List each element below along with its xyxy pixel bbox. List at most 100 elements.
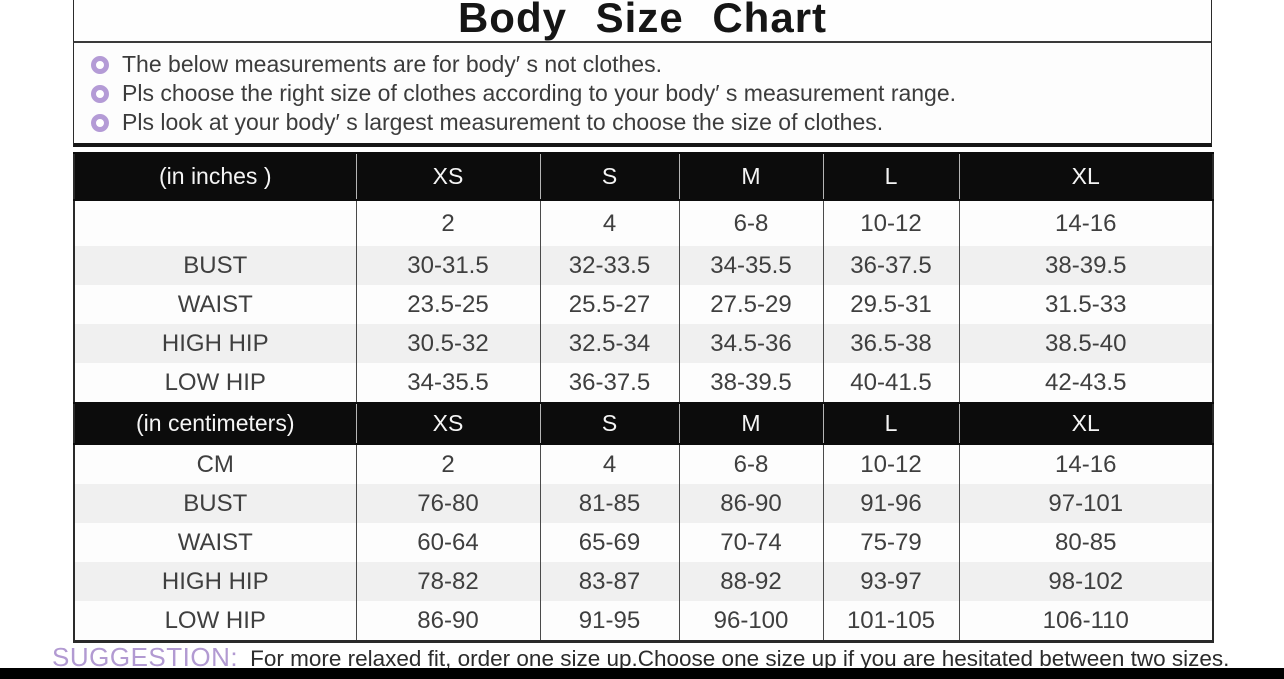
value-cell: 10-12 [822, 200, 960, 246]
value-cell: 2 [355, 200, 541, 246]
measurement-label-cell: WAIST [73, 285, 357, 324]
value-cell: 34.5-36 [678, 324, 824, 363]
value-cell: 42-43.5 [958, 363, 1214, 403]
value-cell: 65-69 [539, 523, 680, 562]
value-cell: 38-39.5 [958, 246, 1214, 285]
size-column-header: S [539, 152, 680, 201]
table-row: LOW HIP 86-90 91-95 96-100 101-105 106-110 [73, 601, 1214, 642]
value-cell: 30-31.5 [355, 246, 541, 285]
value-cell: 34-35.5 [355, 363, 541, 403]
measurement-label-cell: HIGH HIP [73, 324, 357, 363]
value-cell: 86-90 [678, 484, 824, 523]
table-row: WAIST 23.5-25 25.5-27 27.5-29 29.5-31 31.5-33 [73, 285, 1214, 324]
size-table: (in inches ) XS S M L XL 2 4 6-8 10-12 14-16 BUST 30… [73, 152, 1214, 643]
value-cell: 31.5-33 [958, 285, 1214, 324]
measurement-label-cell: LOW HIP [73, 601, 357, 642]
value-cell: 14-16 [958, 444, 1214, 484]
table-row: WAIST 60-64 65-69 70-74 75-79 80-85 [73, 523, 1214, 562]
measurement-label-cell: BUST [73, 484, 357, 523]
page-title: Body Size Chart [457, 0, 828, 41]
measurement-label-cell: HIGH HIP [73, 562, 357, 601]
value-cell: 36-37.5 [822, 246, 960, 285]
value-cell: 80-85 [958, 523, 1214, 562]
value-cell: 91-96 [822, 484, 960, 523]
value-cell: 86-90 [355, 601, 541, 642]
table-row: LOW HIP 34-35.5 36-37.5 38-39.5 40-41.5 42-43… [73, 363, 1214, 403]
table-row: BUST 30-31.5 32-33.5 34-35.5 36-37.5 38-39.5 [73, 246, 1214, 285]
value-cell: 97-101 [958, 484, 1214, 523]
section-header-row: (in centimeters) XS S M L XL [73, 402, 1214, 445]
size-column-header: XL [958, 152, 1214, 201]
measurement-label-cell: WAIST [73, 523, 357, 562]
value-cell: 83-87 [539, 562, 680, 601]
value-cell: 106-110 [958, 601, 1214, 642]
value-cell: 76-80 [355, 484, 541, 523]
title-band: Body Size Chart [73, 0, 1212, 43]
value-cell: 29.5-31 [822, 285, 960, 324]
value-cell: 4 [539, 200, 680, 246]
note-line: Pls choose the right size of clothes acc… [74, 79, 1211, 108]
notes-section: The below measurements are for body′ s n… [73, 43, 1212, 147]
size-table-body: (in inches ) XS S M L XL 2 4 6-8 10-12 14-16 BUST 30… [73, 152, 1214, 642]
value-cell: 4 [539, 444, 680, 484]
table-row: HIGH HIP 78-82 83-87 88-92 93-97 98-102 [73, 562, 1214, 601]
value-cell: 60-64 [355, 523, 541, 562]
value-cell: 34-35.5 [678, 246, 824, 285]
value-cell: 23.5-25 [355, 285, 541, 324]
value-cell: 88-92 [678, 562, 824, 601]
value-cell: 81-85 [539, 484, 680, 523]
table-row: CM 2 4 6-8 10-12 14-16 [73, 444, 1214, 484]
value-cell: 96-100 [678, 601, 824, 642]
value-cell: 30.5-32 [355, 324, 541, 363]
value-cell: 36-37.5 [539, 363, 680, 403]
note-line: The below measurements are for body′ s n… [74, 50, 1211, 79]
value-cell: 14-16 [958, 200, 1214, 246]
value-cell: 6-8 [678, 444, 824, 484]
value-cell: 32-33.5 [539, 246, 680, 285]
value-cell: 10-12 [822, 444, 960, 484]
section-header-label: (in inches ) [73, 152, 357, 201]
size-column-header: XS [355, 152, 541, 201]
value-cell: 36.5-38 [822, 324, 960, 363]
ring-bullet-icon [91, 84, 109, 103]
measurement-label-cell [73, 200, 357, 246]
value-cell: 38.5-40 [958, 324, 1214, 363]
bottom-edge-bar [0, 668, 1284, 679]
value-cell: 70-74 [678, 523, 824, 562]
value-cell: 98-102 [958, 562, 1214, 601]
value-cell: 38-39.5 [678, 363, 824, 403]
content-frame: Body Size Chart The below measurements a… [73, 0, 1214, 643]
suggestion-label: SUGGESTION: [52, 642, 239, 672]
suggestion-line: SUGGESTION: For more relaxed fit, order … [52, 642, 1229, 673]
measurement-label-cell: BUST [73, 246, 357, 285]
section-header-label: (in centimeters) [73, 402, 357, 445]
value-cell: 32.5-34 [539, 324, 680, 363]
size-column-header: L [822, 402, 960, 445]
suggestion-text: For more relaxed fit, order one size up.… [250, 646, 1230, 671]
measurement-label-cell: CM [73, 444, 357, 484]
size-column-header: L [822, 152, 960, 201]
size-column-header: XS [355, 402, 541, 445]
table-row: 2 4 6-8 10-12 14-16 [73, 200, 1214, 246]
value-cell: 25.5-27 [539, 285, 680, 324]
ring-bullet-icon [91, 113, 109, 132]
note-text: Pls look at your body′ s largest measure… [122, 109, 884, 135]
value-cell: 78-82 [355, 562, 541, 601]
size-column-header: S [539, 402, 680, 445]
value-cell: 101-105 [822, 601, 960, 642]
ring-bullet-icon [91, 55, 109, 74]
note-text: Pls choose the right size of clothes acc… [122, 80, 957, 106]
table-row: BUST 76-80 81-85 86-90 91-96 97-101 [73, 484, 1214, 523]
size-column-header: M [678, 152, 824, 201]
measurement-label-cell: LOW HIP [73, 363, 357, 403]
value-cell: 40-41.5 [822, 363, 960, 403]
note-text: The below measurements are for body′ s n… [122, 51, 662, 77]
value-cell: 93-97 [822, 562, 960, 601]
value-cell: 75-79 [822, 523, 960, 562]
value-cell: 27.5-29 [678, 285, 824, 324]
value-cell: 91-95 [539, 601, 680, 642]
table-row: HIGH HIP 30.5-32 32.5-34 34.5-36 36.5-38 38.5… [73, 324, 1214, 363]
size-column-header: XL [958, 402, 1214, 445]
size-column-header: M [678, 402, 824, 445]
